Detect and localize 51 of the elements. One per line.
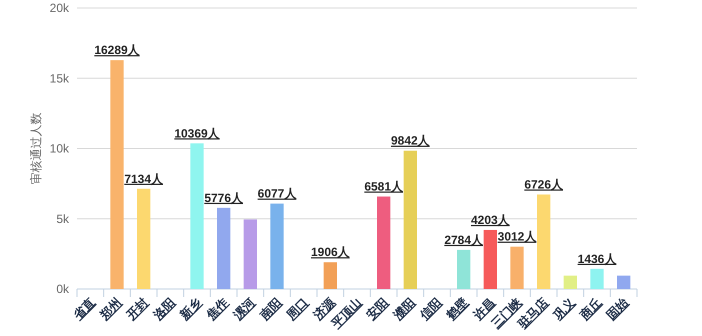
x-tick-label: 省直 — [70, 295, 98, 323]
bar — [590, 268, 604, 289]
x-tick-label: 鹤壁 — [443, 295, 471, 323]
x-tick-label: 焦作 — [203, 295, 231, 323]
y-tick-label: 0k — [56, 282, 70, 296]
x-tick-label: 濮阳 — [390, 295, 418, 323]
y-tick-label: 20k — [50, 1, 70, 15]
x-tick-label: 商丘 — [576, 295, 604, 323]
data-label: 10369人 — [174, 126, 221, 140]
bar — [270, 204, 284, 289]
x-tick-label: 郑州 — [96, 295, 124, 323]
data-label: 6726人 — [524, 178, 564, 192]
bar — [564, 276, 577, 289]
x-tick-label: 南阳 — [256, 295, 284, 323]
data-label: 1906人 — [310, 245, 351, 260]
data-label: 6581人 — [364, 180, 404, 194]
x-tick-label: 信阳 — [416, 295, 444, 323]
bar — [244, 219, 257, 289]
data-label: 9842人 — [390, 134, 431, 148]
x-tick-label: 洛阳 — [150, 295, 178, 323]
bar — [404, 150, 417, 289]
y-tick-label: 10k — [50, 142, 70, 156]
data-label: 6077人 — [258, 186, 298, 201]
bar — [537, 194, 550, 289]
data-label: 2784人 — [444, 232, 484, 247]
data-label: 16289人 — [94, 43, 141, 58]
x-tick-label: 开封 — [123, 295, 151, 323]
x-tick-label: 巩义 — [550, 294, 578, 323]
x-tick-label: 新乡 — [176, 295, 204, 323]
x-tick-label: 安阳 — [364, 295, 391, 322]
y-tick-label: 15k — [50, 71, 70, 86]
bar — [617, 276, 630, 289]
data-label: 7134人 — [124, 172, 164, 186]
x-tick-label: 漯河 — [230, 295, 258, 323]
x-tick-label: 固始 — [604, 294, 632, 322]
data-label: 5776人 — [204, 190, 244, 205]
x-tick-label: 周口 — [283, 295, 311, 323]
bar — [137, 188, 150, 289]
bar — [484, 230, 497, 289]
data-label: 4203人 — [470, 212, 511, 227]
y-tick-label: 5k — [56, 212, 70, 226]
bar — [110, 60, 124, 289]
y-axis-title: 审核通过人数 — [29, 112, 43, 184]
data-label: 3012人 — [498, 230, 538, 244]
bar — [324, 262, 337, 289]
bar — [217, 208, 230, 289]
bar — [377, 196, 390, 289]
bar — [190, 143, 204, 289]
data-label: 1436人 — [578, 252, 618, 266]
bar — [510, 246, 524, 289]
bar — [457, 250, 470, 289]
